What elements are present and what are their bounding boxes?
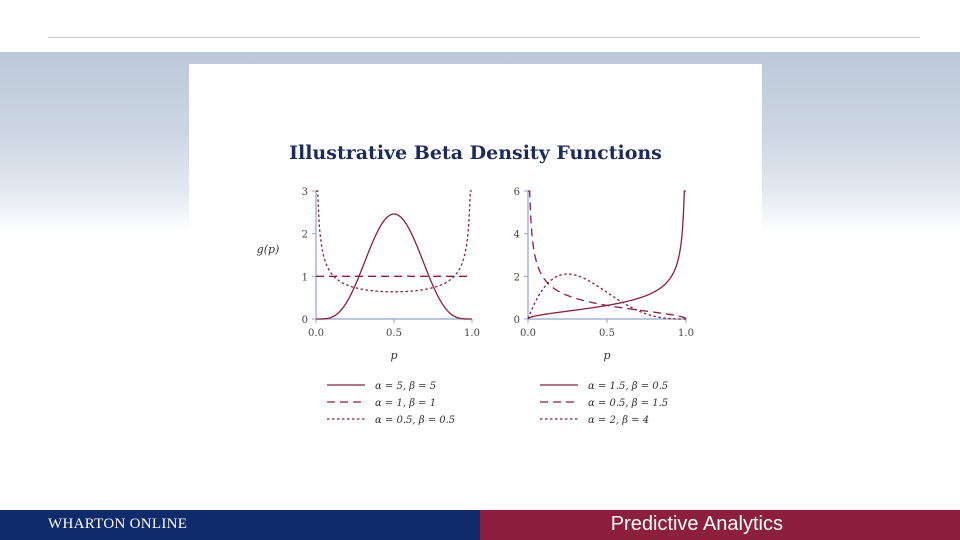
footer-course-title: Predictive Analytics [610, 513, 783, 535]
chart-2-series-1-line [527, 190, 686, 320]
chart-1-y-tick-label: 1 [302, 272, 308, 283]
chart-2-y-tick-label: 0 [514, 315, 520, 326]
chart-2-series-2-line [528, 190, 687, 320]
chart-2-y-tick-label: 6 [514, 187, 520, 198]
footer-brand: WHARTON ONLINE [48, 516, 188, 532]
chart-1-x-tick-label: 1.0 [464, 328, 480, 339]
footer-brand-bar: WHARTON ONLINE [0, 510, 480, 540]
chart-2-y-tick-label: 2 [514, 272, 520, 283]
chart-1-x-axis-label: p [390, 349, 397, 362]
chart-1-series-1-line [316, 213, 472, 320]
chart-2-x-tick-label: 0.5 [599, 328, 615, 339]
chart-1-series-3-line [316, 190, 472, 293]
chart-2-legend-label-3: α = 2, β = 4 [588, 415, 649, 426]
chart-2-series-3-line [527, 273, 686, 320]
chart-2-x-tick-label: 0.0 [520, 328, 536, 339]
chart-1-legend-label-3: α = 0.5, β = 0.5 [375, 415, 455, 426]
top-divider [48, 37, 920, 38]
chart-1-x-tick-label: 0.5 [386, 328, 402, 339]
chart-1-y-tick-label: 2 [302, 230, 308, 241]
chart-1-y-axis-label: g(p) [257, 243, 280, 256]
chart-1-legend-label-2: α = 1, β = 1 [375, 398, 436, 409]
footer-course-bar: Predictive Analytics [480, 510, 960, 540]
slide-panel: Illustrative Beta Density Functions [189, 64, 762, 474]
chart-1-y-tick-label: 0 [302, 315, 308, 326]
chart-2-y-tick-label: 4 [514, 230, 520, 241]
figure-title: Illustrative Beta Density Functions [289, 142, 662, 164]
chart-2-x-axis-label: p [603, 349, 610, 362]
chart-1-legend-label-1: α = 5, β = 5 [375, 381, 436, 392]
chart-2-x-tick-label: 1.0 [678, 328, 694, 339]
chart-1-x-tick-label: 0.0 [308, 328, 324, 339]
chart-2-legend-label-2: α = 0.5, β = 1.5 [588, 398, 668, 409]
chart-2-legend-label-1: α = 1.5, β = 0.5 [588, 381, 668, 392]
chart-1-y-tick-label: 3 [302, 187, 308, 198]
